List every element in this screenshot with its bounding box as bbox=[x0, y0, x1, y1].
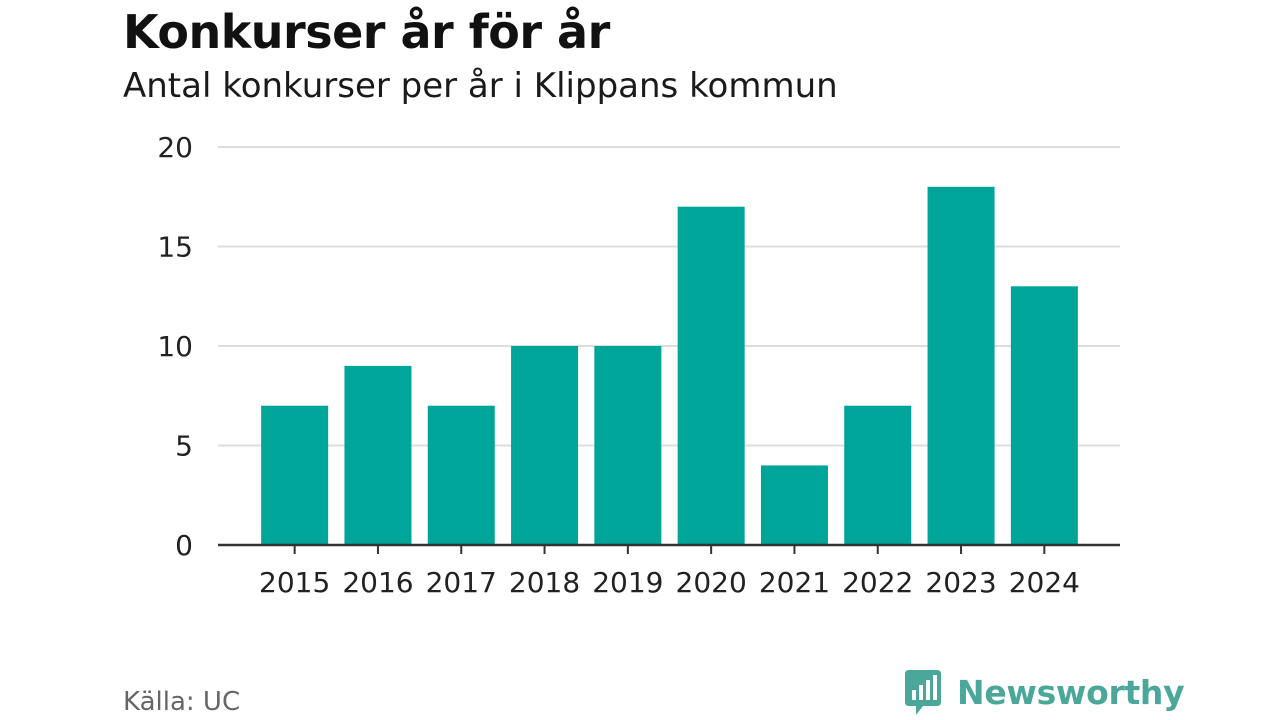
x-tick-label: 2019 bbox=[592, 566, 663, 599]
bar bbox=[677, 206, 745, 545]
bar bbox=[511, 346, 579, 545]
bar bbox=[344, 365, 412, 545]
brand-name: Newsworthy bbox=[957, 673, 1185, 712]
x-tick-label: 2022 bbox=[842, 566, 913, 599]
x-tick-label: 2015 bbox=[259, 566, 330, 599]
y-tick-label: 5 bbox=[175, 430, 193, 463]
y-tick-label: 10 bbox=[157, 330, 193, 363]
source-note: Källa: UC bbox=[123, 687, 241, 717]
bar bbox=[427, 405, 495, 545]
bar bbox=[844, 405, 912, 545]
bar bbox=[927, 186, 995, 546]
x-tick-labels: 2015 2016 2017 2018 2019 2020 2021 2022 2023 2024 bbox=[259, 566, 1080, 599]
x-tick-label: 2021 bbox=[759, 566, 830, 599]
bar bbox=[1010, 286, 1078, 545]
x-tick-label: 2024 bbox=[1009, 566, 1080, 599]
newsworthy-logo-icon bbox=[905, 670, 941, 715]
chart-subtitle: Antal konkurser per år i Klippans kommun bbox=[123, 66, 838, 106]
x-tick-label: 2018 bbox=[509, 566, 580, 599]
y-tick-labels: 0 5 10 15 20 bbox=[157, 131, 193, 562]
brand-logo: Newsworthy bbox=[903, 668, 1185, 718]
bars bbox=[261, 186, 1078, 546]
x-tick-label: 2016 bbox=[342, 566, 413, 599]
x-tick-label: 2020 bbox=[676, 566, 747, 599]
bar bbox=[594, 346, 662, 545]
chart-title: Konkurser år för år bbox=[123, 5, 610, 59]
y-tick-label: 0 bbox=[175, 529, 193, 562]
axes bbox=[218, 543, 1120, 554]
bar bbox=[261, 405, 329, 545]
bar bbox=[760, 465, 828, 545]
x-tick-label: 2017 bbox=[426, 566, 497, 599]
bar-chart: 0 5 10 15 20 2015 2016 2017 2018 2019 2020 2021 202… bbox=[157, 131, 1120, 599]
y-tick-label: 15 bbox=[157, 231, 193, 264]
x-tick-label: 2023 bbox=[925, 566, 996, 599]
y-tick-label: 20 bbox=[157, 131, 193, 164]
